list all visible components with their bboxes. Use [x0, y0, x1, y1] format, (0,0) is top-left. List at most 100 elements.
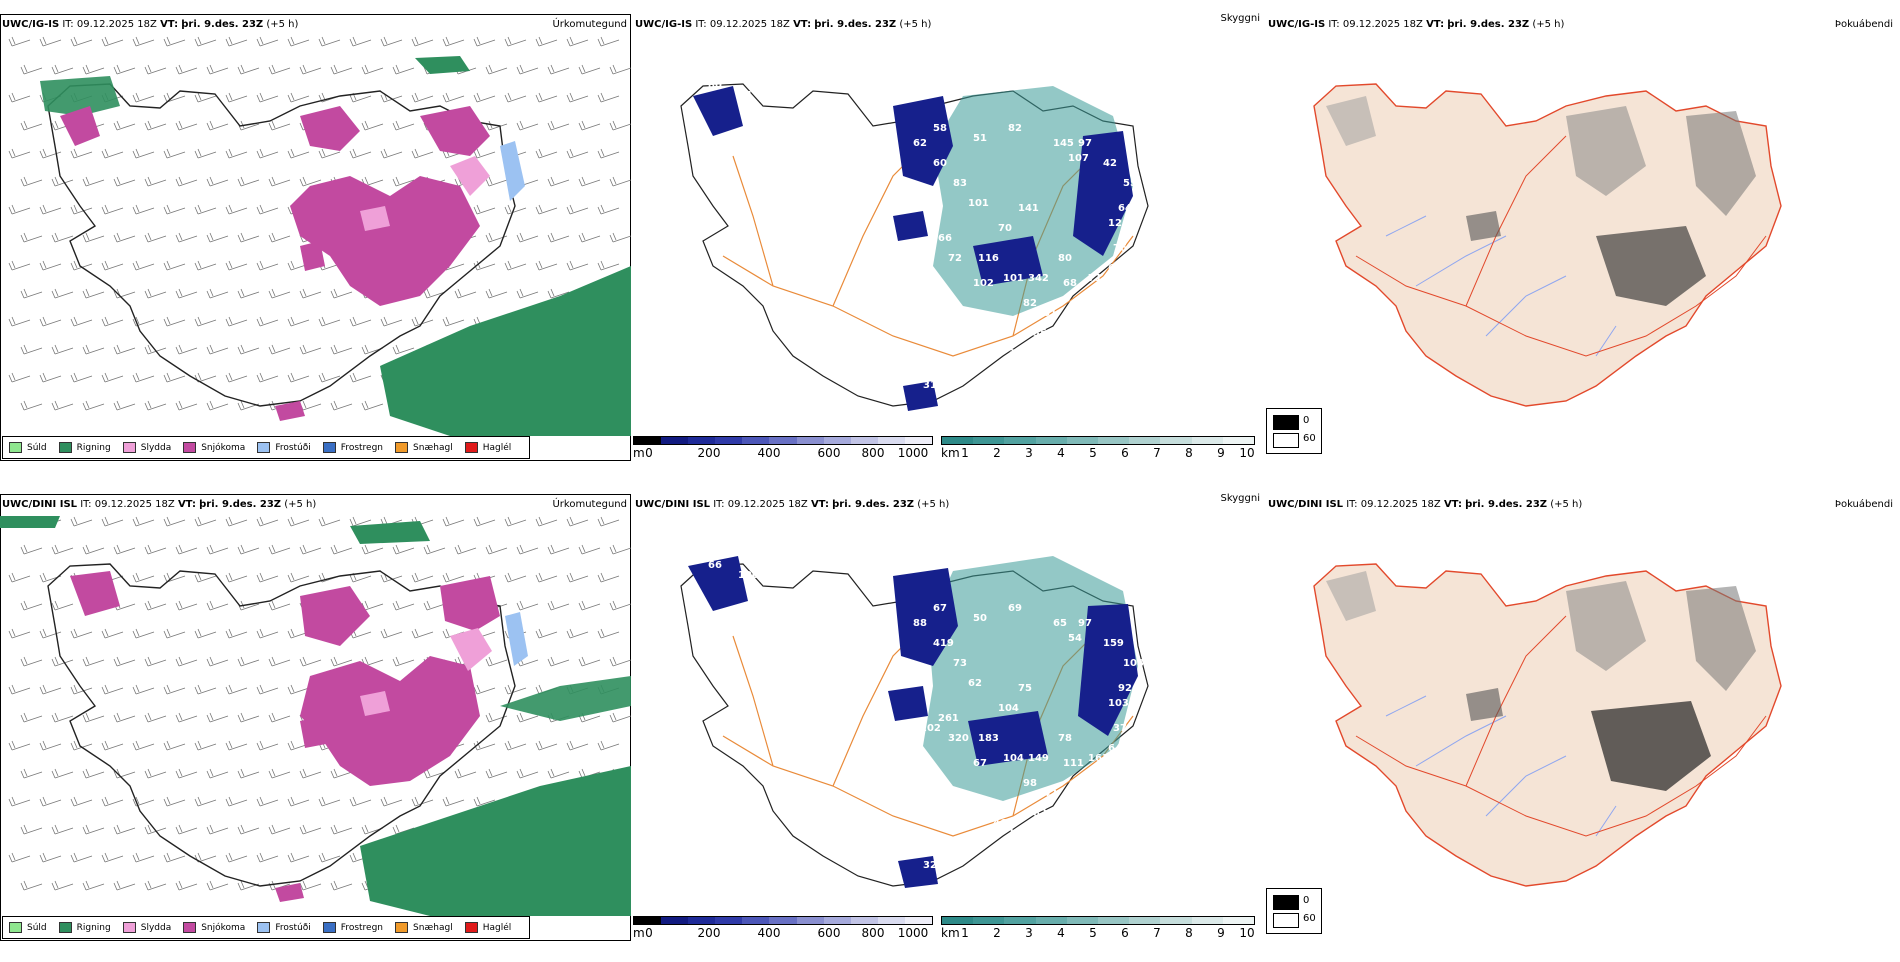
legend-swatch [395, 442, 409, 453]
river-network [1385, 695, 1617, 837]
wind-barb [256, 316, 279, 327]
wind-barb [392, 656, 415, 667]
vt-label: VT: [793, 19, 812, 30]
wind-barb [609, 544, 631, 555]
wind-barb [318, 372, 341, 383]
vt-value: þri. 9.des. 23Z [1465, 499, 1548, 510]
fog-shading [1326, 571, 1756, 791]
wind-barb [597, 628, 620, 639]
cloudbase-tick: 800 [861, 926, 885, 940]
cloudbase-label: 82 [1033, 808, 1047, 819]
wind-barb [163, 684, 186, 695]
it-value: 09.12.2025 18Z [94, 499, 175, 510]
wind-barb [597, 572, 620, 583]
cloudbase-label: 145 [1053, 138, 1074, 149]
wind-barb [256, 260, 279, 271]
legend-item-drizzle: Súld [9, 442, 47, 453]
wind-barb [256, 92, 279, 103]
wind-barb [206, 768, 229, 779]
wind-barb [566, 740, 589, 751]
wind-barb [20, 768, 43, 779]
wind-barb [206, 880, 229, 891]
wind-barb [101, 516, 124, 527]
wind-barb [163, 36, 186, 47]
model-name: UWC/IG-IS [1268, 19, 1326, 30]
wind-barb [144, 712, 167, 723]
wind-barb [411, 36, 434, 47]
it-label: IT: [1328, 19, 1340, 30]
wind-barb [113, 712, 136, 723]
legend-swatch [257, 922, 271, 933]
vt-value: þri. 9.des. 23Z [814, 19, 897, 30]
wind-barb [163, 796, 186, 807]
visibility-tick: 9 [1217, 926, 1225, 940]
wind-barb [287, 796, 310, 807]
wind-barb [8, 684, 31, 695]
cloudbase-label: 32 [923, 860, 937, 871]
cloudbase-label: 55 [1123, 178, 1137, 189]
legend-label: Súld [27, 922, 47, 933]
cloudbase-label: 73 [953, 658, 967, 669]
cloudbase-label: 67 [920, 243, 934, 254]
wind-barb [299, 176, 322, 187]
wind-barb [225, 92, 248, 103]
cloudbase-colorbar-top: m 0 200 400 600 800 1000 [633, 436, 933, 460]
cloudbase-label: 58 [933, 123, 947, 134]
wind-barb [82, 64, 105, 75]
wind-barb [194, 572, 217, 583]
cloudbase-colorbar-bar [633, 916, 933, 925]
cloudbase-label: 98 [1023, 778, 1037, 789]
wind-barb [566, 204, 589, 215]
legend-label: Haglél [482, 922, 512, 933]
wind-barb [225, 572, 248, 583]
wind-barb [144, 544, 167, 555]
cloudbase-label: 89 [871, 233, 885, 244]
wind-barb [411, 148, 434, 159]
panel-header-top-right: UWC/IG-IS IT: 09.12.2025 18Z VT: þri. 9.… [1268, 19, 1564, 30]
fog-index-panel-top: UWC/IG-IS IT: 09.12.2025 18Z VT: þri. 9.… [1266, 14, 1897, 482]
wind-barb [349, 796, 372, 807]
visibility-tick: 7 [1153, 446, 1161, 460]
wind-barb [225, 372, 248, 383]
wind-barb [237, 656, 260, 667]
wind-barb [39, 628, 62, 639]
wind-barb [8, 740, 31, 751]
wind-barb [101, 36, 124, 47]
wind-barb [516, 544, 539, 555]
wind-barb [194, 684, 217, 695]
wind-barb [82, 288, 105, 299]
legend-label: Snæhagl [413, 442, 453, 453]
wind-barb [101, 684, 124, 695]
cloudbase-label: 67 [973, 758, 987, 769]
wind-barb [8, 92, 31, 103]
legend-label: Snæhagl [413, 922, 453, 933]
vt-value: þri. 9.des. 23Z [1447, 19, 1530, 30]
wind-barb [566, 516, 589, 527]
cloudbase-label: 51 [973, 133, 987, 144]
wind-barb [566, 572, 589, 583]
wind-barb [256, 204, 279, 215]
legend-item-sleet: Slydda [122, 922, 171, 933]
wind-barb [318, 316, 341, 327]
cloudbase-label: 92 [1118, 683, 1132, 694]
cloudbase-tick: 600 [817, 926, 841, 940]
it-label: IT: [1346, 499, 1358, 510]
wind-barb [225, 36, 248, 47]
wind-barb [101, 740, 124, 751]
wind-barb [380, 628, 403, 639]
wind-barb [287, 572, 310, 583]
wind-barb [547, 64, 570, 75]
wind-barb [597, 204, 620, 215]
wind-barb [132, 148, 155, 159]
panel-title-visibility: Skyggni [1220, 13, 1260, 24]
wind-barb [504, 204, 527, 215]
wind-barb [163, 852, 186, 863]
wind-barb [101, 148, 124, 159]
it-value: 09.12.2025 18Z [1342, 19, 1423, 30]
legend-label: Haglél [482, 442, 512, 453]
legend-swatch [58, 442, 72, 453]
visibility-tick: 9 [1217, 446, 1225, 460]
wind-barb [175, 400, 198, 411]
visibility-colorbar-bottom: km 1 2 3 4 5 6 7 8 9 10 [941, 916, 1255, 940]
wind-barb [144, 176, 167, 187]
